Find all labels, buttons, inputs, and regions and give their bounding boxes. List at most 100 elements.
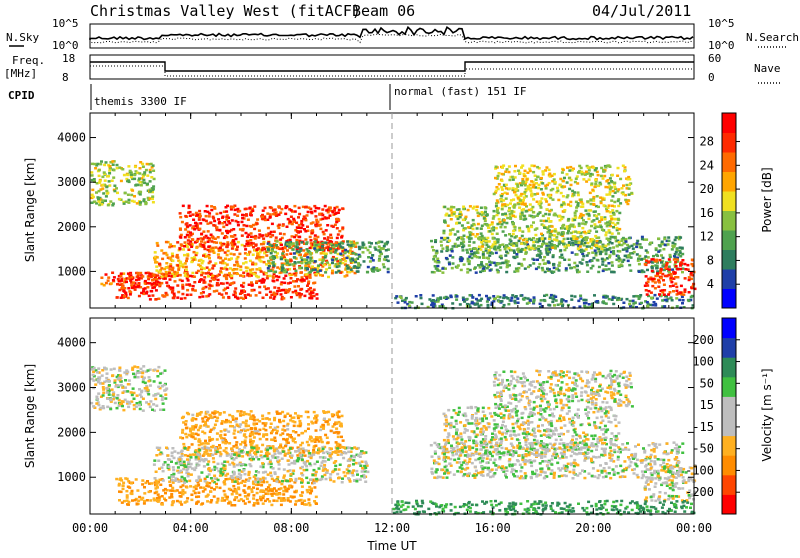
power-echo-cell: [512, 178, 515, 181]
power-echo-cell: [450, 206, 453, 209]
velocity-echo-cell: [141, 479, 144, 482]
power-echo-cell: [460, 257, 463, 260]
velocity-echo-cell: [188, 446, 191, 449]
power-echo-cell: [338, 265, 341, 268]
power-echo-cell: [508, 187, 511, 190]
power-echo-cell: [468, 260, 471, 263]
power-echo-cell: [265, 294, 268, 297]
power-echo-cell: [530, 180, 533, 183]
power-echo-cell: [127, 194, 130, 197]
power-echo-cell: [654, 281, 657, 284]
power-echo-cell: [485, 240, 488, 243]
power-echo-cell: [673, 258, 676, 261]
power-echo-cell: [189, 211, 192, 214]
power-echo-cell: [415, 295, 418, 298]
power-echo-cell: [518, 206, 521, 209]
power-echo-cell: [570, 224, 573, 227]
velocity-echo-cell: [136, 502, 139, 505]
power-echo-cell: [313, 295, 316, 298]
power-echo-cell: [179, 212, 182, 215]
power-echo-cell: [504, 246, 507, 249]
power-echo-cell: [480, 227, 483, 230]
power-echo-cell: [274, 271, 277, 274]
power-echo-cell: [241, 217, 244, 220]
power-echo-cell: [184, 241, 187, 244]
velocity-echo-cell: [314, 445, 317, 448]
power-echo-cell: [282, 224, 285, 227]
velocity-echo-cell: [264, 500, 267, 503]
power-echo-cell: [443, 297, 446, 300]
power-echo-cell: [165, 292, 168, 295]
power-echo-cell: [647, 256, 650, 259]
velocity-echo-cell: [149, 499, 152, 502]
power-echo-cell: [578, 225, 581, 228]
power-echo-cell: [242, 262, 245, 265]
power-echo-cell: [247, 243, 250, 246]
power-echo-cell: [236, 261, 239, 264]
power-echo-cell: [572, 244, 575, 247]
velocity-echo-cell: [178, 491, 181, 494]
power-echo-cell: [674, 276, 677, 279]
power-echo-cell: [220, 293, 223, 296]
power-echo-cell: [549, 297, 552, 300]
power-echo-cell: [611, 195, 614, 198]
power-echo-cell: [105, 282, 108, 285]
power-echo-cell: [332, 246, 335, 249]
velocity-echo-cell: [282, 493, 285, 496]
colorbar-cell: [722, 269, 736, 289]
noise-search-label: N.Search: [746, 31, 799, 44]
velocity-echo-cell: [231, 415, 234, 418]
power-echo-cell: [247, 219, 250, 222]
velocity-echo-cell: [313, 500, 316, 503]
power-echo-cell: [517, 263, 520, 266]
power-echo-cell: [146, 163, 149, 166]
power-echo-cell: [616, 245, 619, 248]
power-echo-cell: [663, 294, 666, 297]
power-echo-cell: [641, 269, 644, 272]
velocity-echo-cell: [243, 484, 246, 487]
velocity-echo-cell: [171, 501, 174, 504]
power-echo-cell: [126, 174, 129, 177]
velocity-echo-cell: [250, 488, 253, 491]
power-echo-cell: [143, 171, 146, 174]
power-echo-cell: [250, 232, 253, 235]
power-echo-cell: [582, 214, 585, 217]
power-echo-cell: [567, 244, 570, 247]
power-echo-cell: [151, 195, 154, 198]
power-echo-cell: [309, 236, 312, 239]
power-echo-cell: [684, 288, 687, 291]
power-echo-cell: [335, 271, 338, 274]
colorbar-cell: [722, 152, 736, 172]
power-echo-cell: [481, 270, 484, 273]
power-echo-cell: [545, 208, 548, 211]
power-echo-cell: [255, 294, 258, 297]
power-echo-cell: [371, 270, 374, 273]
power-echo-cell: [350, 241, 353, 244]
power-echo-cell: [322, 231, 325, 234]
power-echo-cell: [252, 224, 255, 227]
power-echo-cell: [272, 275, 275, 278]
velocity-echo-cell: [342, 439, 345, 442]
power-echo-cell: [496, 214, 499, 217]
power-echo-cell: [92, 196, 95, 199]
power-echo-cell: [148, 275, 151, 278]
power-echo-cell: [237, 256, 240, 258]
velocity-echo-cell: [184, 454, 187, 457]
power-echo-cell: [622, 237, 625, 240]
power-echo-cell: [621, 187, 624, 190]
power-echo-cell: [222, 216, 225, 219]
power-echo-cell: [348, 271, 351, 274]
power-echo-cell: [280, 293, 283, 296]
power-echo-cell: [155, 265, 158, 268]
velocity-echo-cell: [298, 420, 301, 423]
velocity-echo-cell: [122, 482, 125, 485]
power-echo-cell: [225, 236, 228, 239]
power-echo-cell: [514, 176, 517, 179]
power-echo-cell: [107, 204, 110, 207]
power-echo-cell: [485, 248, 488, 251]
velocity-echo-cell: [184, 433, 187, 436]
power-echo-cell: [677, 292, 680, 295]
power-echo-cell: [586, 200, 589, 203]
power-echo-cell: [189, 215, 192, 218]
